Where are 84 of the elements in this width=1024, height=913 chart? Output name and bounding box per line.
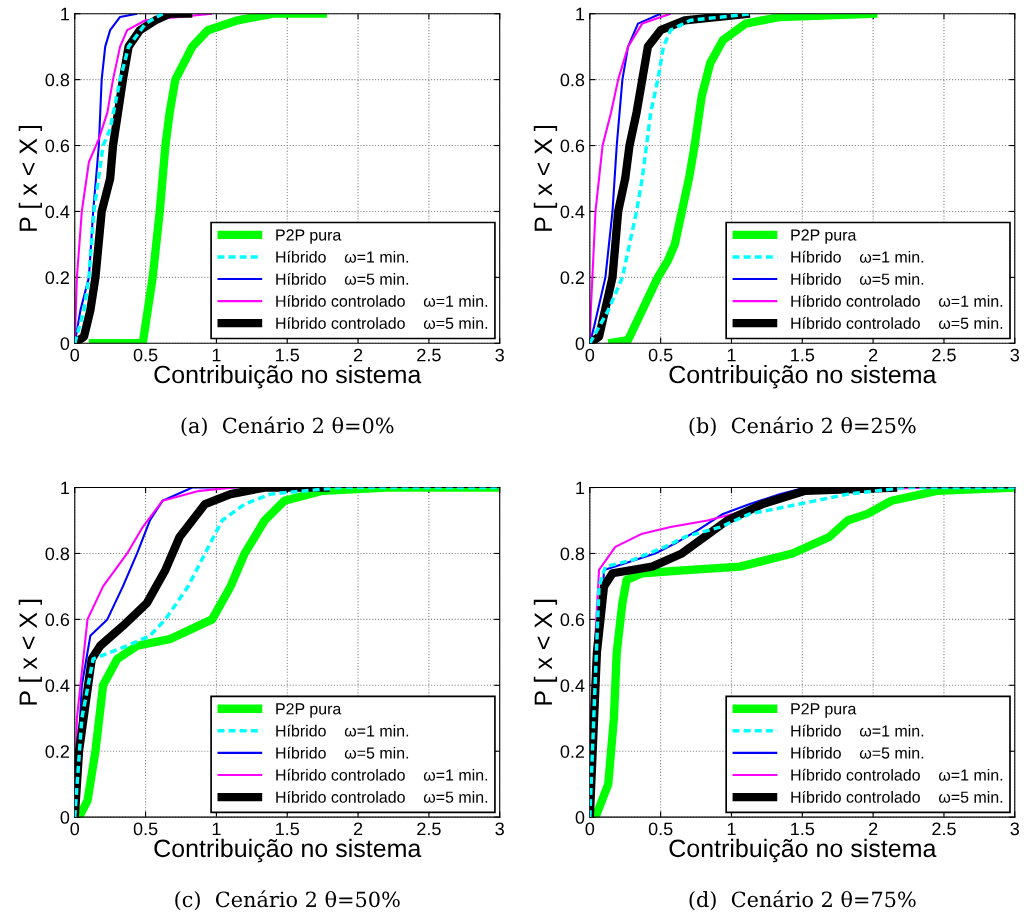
y-tick-label: 0.2 xyxy=(560,745,585,758)
x-tick-label: 0.5 xyxy=(133,822,158,836)
x-tick-label: 1.5 xyxy=(276,822,300,836)
x-tick-label: 0.5 xyxy=(648,348,673,362)
y-tick-label: 0.6 xyxy=(560,613,585,627)
legend-label: P2P pura xyxy=(276,703,342,718)
x-tick-label: 2.5 xyxy=(932,348,956,362)
y-axis-title: P [ x < X ] xyxy=(18,599,43,705)
x-tick-label: 0 xyxy=(585,822,595,836)
legend-label: P2P pura xyxy=(791,229,857,244)
y-tick-label: 0.8 xyxy=(45,547,70,561)
x-tick-label: 1 xyxy=(727,348,736,362)
legend-label: Híbrido controlado ω=1 min. xyxy=(276,768,488,781)
x-tick-label: 2 xyxy=(869,348,878,362)
legend-label: Híbrido controlado ω=5 min. xyxy=(276,790,488,803)
x-tick-label: 0 xyxy=(70,348,80,362)
text: (b) Cenário 2 θ=25% xyxy=(689,416,916,437)
legend-label: Híbrido ω=1 min. xyxy=(276,724,409,737)
x-tick-label: 0 xyxy=(585,348,595,362)
x-tick-label: 2.5 xyxy=(417,348,441,362)
x-tick-label: 1 xyxy=(212,822,221,836)
y-tick-label: 0 xyxy=(60,337,70,351)
y-tick-label: 1 xyxy=(576,7,585,21)
x-tick-label: 3 xyxy=(495,822,504,836)
y-tick-label: 0.8 xyxy=(45,73,70,87)
legend-label: Híbrido ω=5 min. xyxy=(276,272,409,285)
y-tick-label: 0.8 xyxy=(560,73,585,87)
x-tick-label: 0 xyxy=(70,822,80,836)
y-axis-title: P [ x < X ] xyxy=(533,599,558,705)
y-tick-label: 1 xyxy=(61,7,70,21)
y-tick-label: 0 xyxy=(60,811,70,824)
y-tick-label: 0.8 xyxy=(560,547,585,561)
x-tick-label: 1.5 xyxy=(791,822,815,836)
y-tick-label: 0.2 xyxy=(560,271,585,285)
x-tick-label: 1 xyxy=(727,822,736,836)
legend-label: Híbrido controlado ω=1 min. xyxy=(791,768,1003,781)
x-tick-label: 3 xyxy=(1010,348,1020,362)
y-tick-label: 0.2 xyxy=(45,271,69,285)
x-tick-label: 1 xyxy=(212,348,221,362)
legend-label: Híbrido ω=5 min. xyxy=(791,746,924,759)
x-tick-label: 0.5 xyxy=(648,822,673,836)
x-axis-title: Contribuição no sistema xyxy=(154,364,422,389)
legend-label: Híbrido ω=5 min. xyxy=(276,746,409,759)
x-tick-label: 2 xyxy=(353,348,363,362)
legend-label: P2P pura xyxy=(276,229,342,244)
text: (c) Cenário 2 θ=50% xyxy=(175,890,400,911)
x-axis-title: Contribuição no sistema xyxy=(154,838,422,863)
text: (a) Cenário 2 θ=0% xyxy=(181,416,394,437)
legend-label: Híbrido ω=1 min. xyxy=(791,724,924,737)
legend-label: Híbrido controlado ω=5 min. xyxy=(791,790,1003,803)
y-tick-label: 0.4 xyxy=(560,679,585,693)
x-axis-title: Contribuição no sistema xyxy=(669,838,937,863)
y-tick-label: 0.6 xyxy=(45,139,70,153)
legend-label: Híbrido controlado ω=5 min. xyxy=(276,317,488,329)
x-axis-title: Contribuição no sistema xyxy=(669,364,937,389)
y-axis-title: P [ x < X ] xyxy=(18,125,43,231)
y-tick-label: 0.4 xyxy=(560,205,585,219)
y-tick-label: 0 xyxy=(575,337,585,351)
y-tick-label: 1 xyxy=(61,481,70,495)
y-tick-label: 1 xyxy=(576,481,585,495)
y-tick-label: 0.6 xyxy=(45,613,70,627)
y-tick-label: 0.4 xyxy=(45,205,70,219)
x-tick-label: 1.5 xyxy=(276,348,300,362)
y-tick-label: 0.4 xyxy=(45,679,70,693)
y-tick-label: 0 xyxy=(575,811,585,824)
legend-label: Híbrido ω=5 min. xyxy=(791,272,924,285)
legend-label: Híbrido ω=1 min. xyxy=(791,250,924,263)
x-tick-label: 3 xyxy=(1010,822,1020,836)
x-tick-label: 3 xyxy=(495,348,504,362)
y-tick-label: 0.2 xyxy=(45,745,69,758)
legend-label: P2P pura xyxy=(791,703,857,718)
x-tick-label: 2.5 xyxy=(932,822,956,836)
legend-label: Híbrido controlado ω=1 min. xyxy=(276,294,488,307)
legend-label: Híbrido ω=1 min. xyxy=(276,250,409,263)
x-tick-label: 2.5 xyxy=(417,822,441,836)
x-tick-label: 2 xyxy=(869,822,878,836)
legend-label: Híbrido controlado ω=1 min. xyxy=(791,294,1003,307)
x-tick-label: 2 xyxy=(353,822,363,836)
x-tick-label: 0.5 xyxy=(133,348,158,362)
y-tick-label: 0.6 xyxy=(560,139,585,153)
x-tick-label: 1.5 xyxy=(791,348,815,362)
text: (d) Cenário 2 θ=75% xyxy=(689,890,916,911)
legend-label: Híbrido controlado ω=5 min. xyxy=(791,317,1003,329)
y-axis-title: P [ x < X ] xyxy=(533,125,558,231)
